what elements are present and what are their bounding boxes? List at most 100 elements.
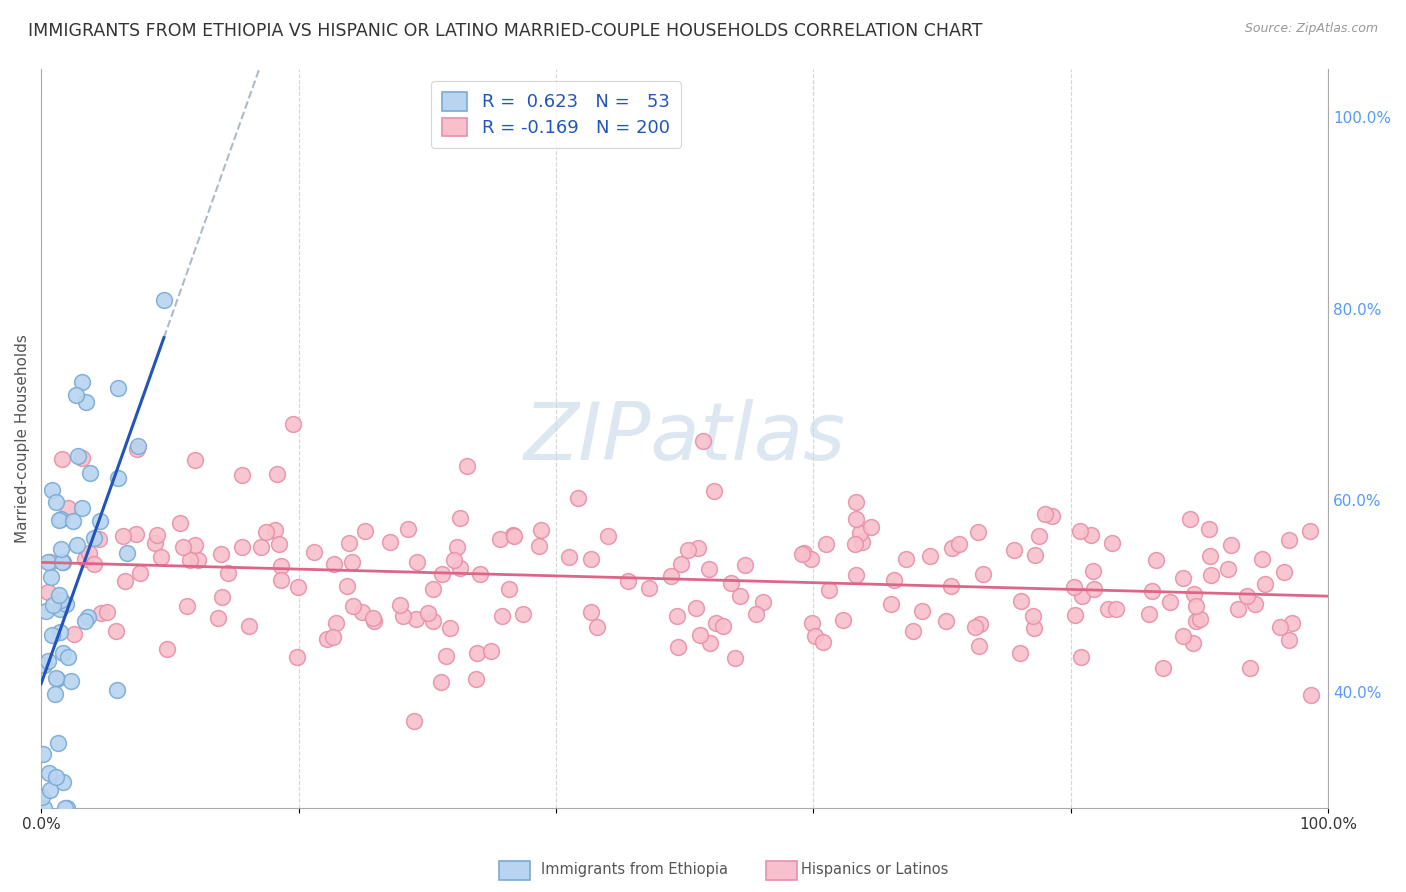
Point	[37, 556, 59, 570]
Point	[665, 609, 688, 624]
Point	[49, 512, 72, 526]
Point	[965, 620, 987, 634]
Text: Immigrants from Ethiopia: Immigrants from Ethiopia	[541, 863, 728, 877]
Point	[270, 559, 292, 574]
Point	[149, 550, 172, 565]
Point	[90, 607, 112, 621]
Point	[209, 547, 232, 561]
Point	[231, 541, 253, 555]
Point	[422, 614, 444, 628]
Point	[96, 605, 118, 619]
Point	[53, 800, 76, 814]
Point	[1083, 582, 1105, 596]
Point	[432, 566, 454, 581]
Point	[1140, 584, 1163, 599]
Point	[1254, 577, 1277, 591]
Point	[430, 675, 453, 690]
Point	[720, 575, 742, 590]
Point	[287, 580, 309, 594]
Point	[363, 614, 385, 628]
Point	[879, 597, 901, 611]
Point	[52, 774, 75, 789]
Point	[37, 585, 59, 599]
Point	[800, 615, 823, 630]
Point	[125, 442, 148, 457]
Point	[1171, 629, 1194, 643]
Point	[728, 589, 751, 603]
Point	[325, 615, 347, 630]
Point	[45, 495, 67, 509]
Point	[1105, 602, 1128, 616]
Point	[1185, 614, 1208, 628]
Point	[1199, 549, 1222, 563]
Point	[56, 500, 79, 515]
Point	[1080, 528, 1102, 542]
Point	[283, 417, 305, 431]
Point	[1181, 636, 1204, 650]
Point	[66, 450, 89, 464]
Point	[803, 629, 825, 643]
Point	[73, 614, 96, 628]
Point	[503, 528, 526, 542]
Point	[45, 671, 67, 685]
Point	[967, 525, 990, 540]
Point	[439, 621, 461, 635]
Point	[851, 535, 873, 549]
Point	[688, 541, 710, 556]
Point	[467, 646, 489, 660]
Point	[1064, 607, 1087, 622]
Point	[668, 640, 690, 655]
Point	[527, 540, 550, 554]
Text: Hispanics or Latinos: Hispanics or Latinos	[801, 863, 949, 877]
Point	[45, 672, 67, 686]
Point	[1278, 632, 1301, 647]
Point	[380, 534, 402, 549]
Point	[32, 658, 55, 673]
Point	[187, 553, 209, 567]
Point	[422, 582, 444, 597]
Point	[107, 471, 129, 485]
Point	[51, 593, 73, 607]
Point	[969, 617, 991, 632]
Point	[388, 598, 411, 612]
Point	[1159, 595, 1181, 609]
Point	[1070, 649, 1092, 664]
Point	[800, 551, 823, 566]
Point	[48, 589, 70, 603]
Text: Source: ZipAtlas.com: Source: ZipAtlas.com	[1244, 22, 1378, 36]
Point	[48, 602, 70, 616]
Point	[1101, 535, 1123, 549]
Point	[860, 519, 883, 533]
Point	[948, 537, 970, 551]
Point	[38, 783, 60, 797]
Point	[489, 532, 512, 546]
Point	[734, 558, 756, 573]
Point	[41, 628, 63, 642]
Point	[1171, 571, 1194, 585]
Point	[79, 466, 101, 480]
Point	[697, 561, 720, 575]
Point	[1220, 538, 1243, 552]
Point	[832, 613, 855, 627]
Point	[1278, 533, 1301, 548]
Point	[1024, 548, 1046, 562]
Point	[1069, 524, 1091, 539]
Point	[1239, 660, 1261, 674]
Point	[1097, 602, 1119, 616]
Point	[66, 538, 89, 552]
Point	[39, 555, 62, 569]
Point	[920, 549, 942, 563]
Point	[479, 644, 502, 658]
Point	[752, 595, 775, 609]
Point	[1070, 589, 1092, 603]
Point	[83, 531, 105, 545]
Point	[1301, 688, 1323, 702]
Point	[689, 628, 711, 642]
Point	[396, 522, 419, 536]
Point	[169, 516, 191, 530]
Point	[793, 546, 815, 560]
Point	[449, 511, 471, 525]
Point	[35, 604, 58, 618]
Point	[817, 582, 839, 597]
Point	[184, 538, 207, 552]
